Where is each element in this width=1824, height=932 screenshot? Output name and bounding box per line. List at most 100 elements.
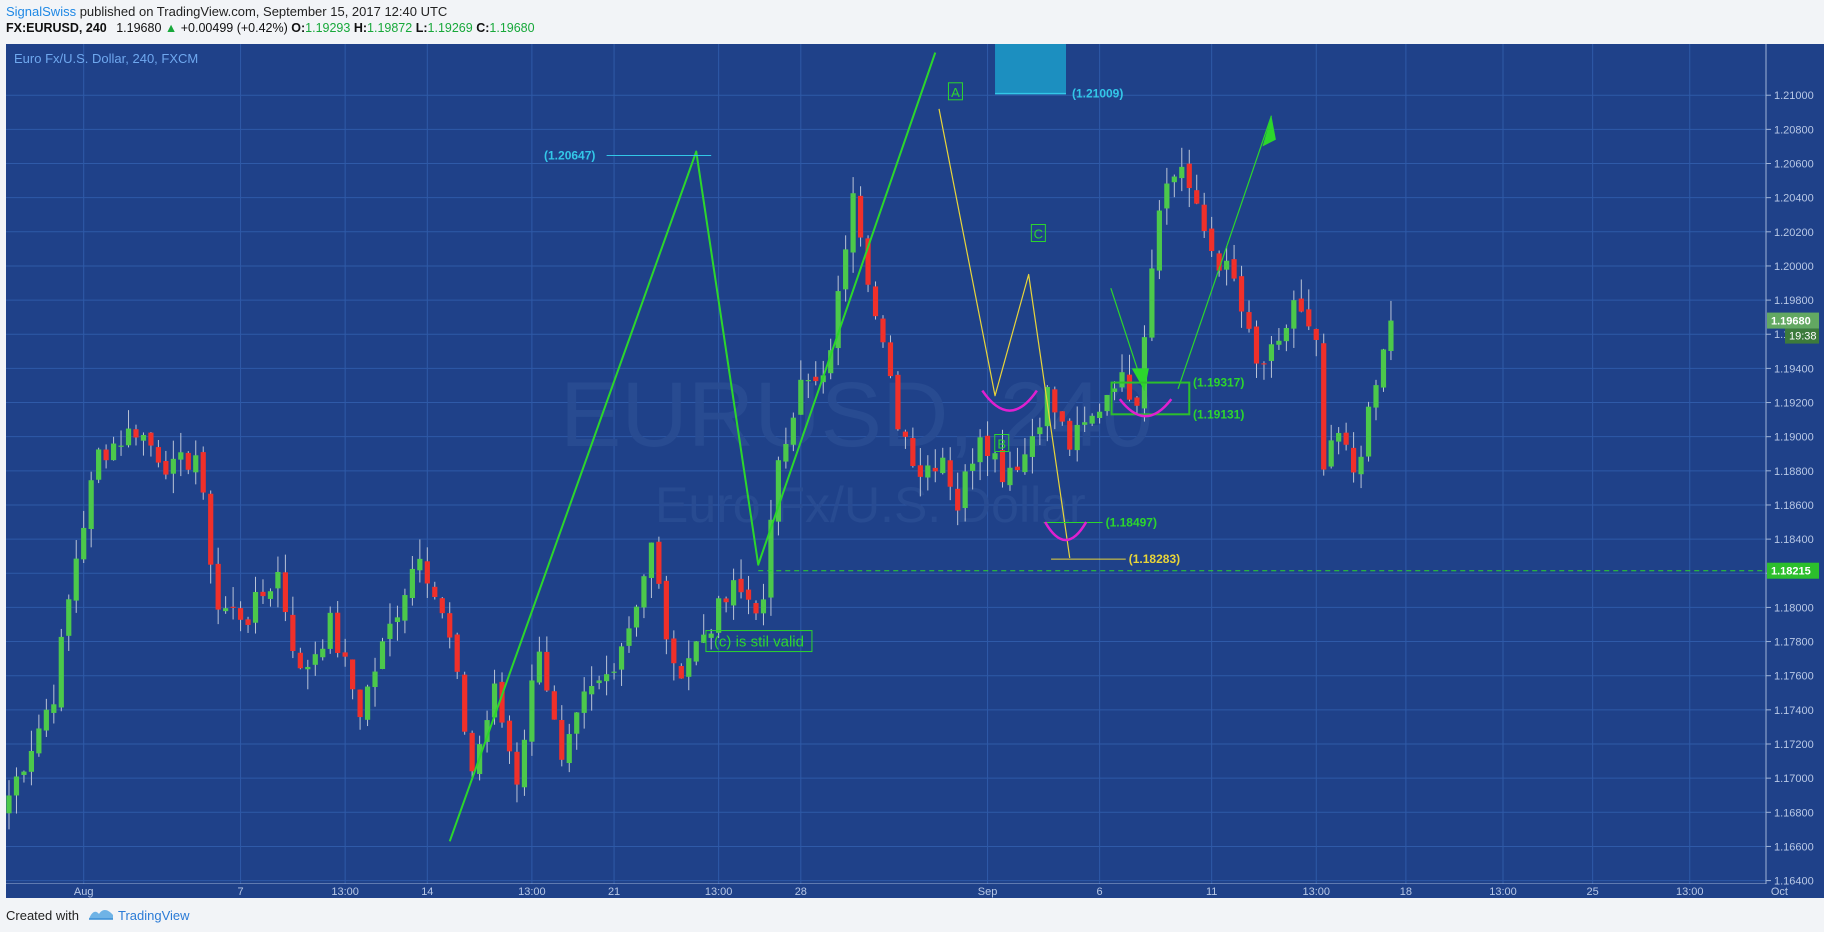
candle-down xyxy=(955,488,961,511)
candle-up xyxy=(775,460,782,522)
candle-down xyxy=(103,449,109,461)
price-tick-label: 1.21000 xyxy=(1774,90,1814,102)
candle-up xyxy=(768,519,774,598)
candle-down xyxy=(1194,190,1200,204)
candle-up xyxy=(850,193,856,253)
candle-down xyxy=(999,449,1006,483)
time-tick-label: 6 xyxy=(1097,886,1103,898)
candle-down xyxy=(1216,253,1222,271)
price-tick-label: 1.19000 xyxy=(1774,432,1814,444)
candle-up xyxy=(1224,260,1230,270)
candle-down xyxy=(1201,204,1207,232)
drawings: A B C (c) is stil valid (1.20647) (1.21009) (1… xyxy=(448,44,1766,842)
candle-up xyxy=(977,437,983,463)
candle-up xyxy=(970,463,976,471)
last-price-tag-label: 1.19680 xyxy=(1771,316,1811,328)
candle-up xyxy=(417,558,423,571)
candle-up xyxy=(88,480,94,530)
candle-down xyxy=(1321,343,1327,470)
candle-up xyxy=(21,771,27,775)
label-high: (1.20647) xyxy=(544,148,595,162)
candle-up xyxy=(760,599,767,614)
candle-down xyxy=(230,606,236,608)
change-arrow-icon: ▲ xyxy=(164,21,178,35)
candle-up xyxy=(170,458,176,474)
candle-up xyxy=(125,428,132,446)
candle-up xyxy=(320,648,326,658)
time-tick-label: 25 xyxy=(1587,886,1599,898)
candle-down xyxy=(1014,466,1021,471)
time-tick-label: Aug xyxy=(74,886,94,898)
price-tick-label: 1.18600 xyxy=(1774,500,1814,512)
candle-down xyxy=(1238,276,1245,312)
candle-up xyxy=(1082,422,1088,425)
candle-up xyxy=(1336,432,1342,442)
candle-down xyxy=(723,598,729,603)
time-tick-label: 13:00 xyxy=(1302,886,1330,898)
candle-down xyxy=(932,467,938,472)
candle-down xyxy=(544,651,550,691)
time-tick-label: 21 xyxy=(608,886,620,898)
candle-up xyxy=(693,641,699,662)
price-tick-label: 1.18800 xyxy=(1774,466,1814,478)
wave-label-a: A xyxy=(951,85,960,100)
candle-down xyxy=(185,452,191,470)
candle-down xyxy=(1052,389,1058,413)
candle-up xyxy=(1089,415,1095,424)
candle-down xyxy=(514,751,520,785)
candle-down xyxy=(984,435,991,457)
candle-up xyxy=(992,453,998,460)
candle-up xyxy=(51,704,57,713)
wave-label-b-frame xyxy=(994,434,1010,453)
candle-up xyxy=(223,608,229,612)
candle-down xyxy=(1067,420,1073,450)
wave-label-c-frame xyxy=(1030,224,1046,243)
candles xyxy=(6,147,1394,830)
candle-down xyxy=(1246,312,1252,329)
candle-up xyxy=(716,598,722,633)
candle-up xyxy=(394,617,401,623)
low-label: L: xyxy=(415,21,428,35)
candle-down xyxy=(260,591,266,597)
publish-text: published on TradingView.com, September … xyxy=(76,4,448,19)
candle-up xyxy=(178,452,184,460)
wave-label-c: C xyxy=(1034,227,1043,242)
candle-up xyxy=(536,651,542,683)
candle-up xyxy=(140,435,147,441)
candle-down xyxy=(1343,432,1349,445)
candle-up xyxy=(925,465,931,478)
candle-up xyxy=(1156,210,1162,271)
candle-down xyxy=(342,652,348,657)
candle-up xyxy=(36,728,42,754)
author-link[interactable]: SignalSwiss xyxy=(6,4,77,19)
candle-down xyxy=(559,719,565,760)
last-price-tag xyxy=(1767,312,1819,329)
open-value: 1.19293 xyxy=(305,21,351,35)
time-axis-bg xyxy=(6,884,1766,898)
tradingview-link[interactable]: TradingView xyxy=(118,908,190,923)
projection-arrow-up xyxy=(1177,115,1272,390)
candle-up xyxy=(641,576,647,608)
candle-up xyxy=(521,739,528,788)
candle-up xyxy=(96,449,102,480)
candle-up xyxy=(708,633,714,638)
candle-down xyxy=(1261,363,1267,365)
price-tick-label: 1.20000 xyxy=(1774,261,1814,273)
price-chart[interactable]: EURUSD, 240 Euro Fx/U.S. Dollar ABC(c) i… xyxy=(0,44,1824,898)
candle-down xyxy=(895,374,901,430)
countdown-label: 19:38 xyxy=(1789,331,1817,343)
candle-up xyxy=(1022,454,1028,473)
candle-up xyxy=(1380,349,1387,388)
candle-up xyxy=(1029,436,1035,457)
wave-impulse-line xyxy=(448,52,937,842)
candle-up xyxy=(962,471,968,509)
chart-title: Euro Fx/U.S. Dollar, 240, FXCM xyxy=(14,51,198,66)
note-label: (c) is stil valid xyxy=(714,634,804,651)
created-with-text: Created with xyxy=(6,908,79,923)
candle-down xyxy=(424,561,430,584)
candle-up xyxy=(1074,424,1080,451)
cup-arc xyxy=(981,389,1038,412)
candle-down xyxy=(1186,163,1192,189)
candle-down xyxy=(237,608,244,620)
candle-up xyxy=(730,580,737,606)
